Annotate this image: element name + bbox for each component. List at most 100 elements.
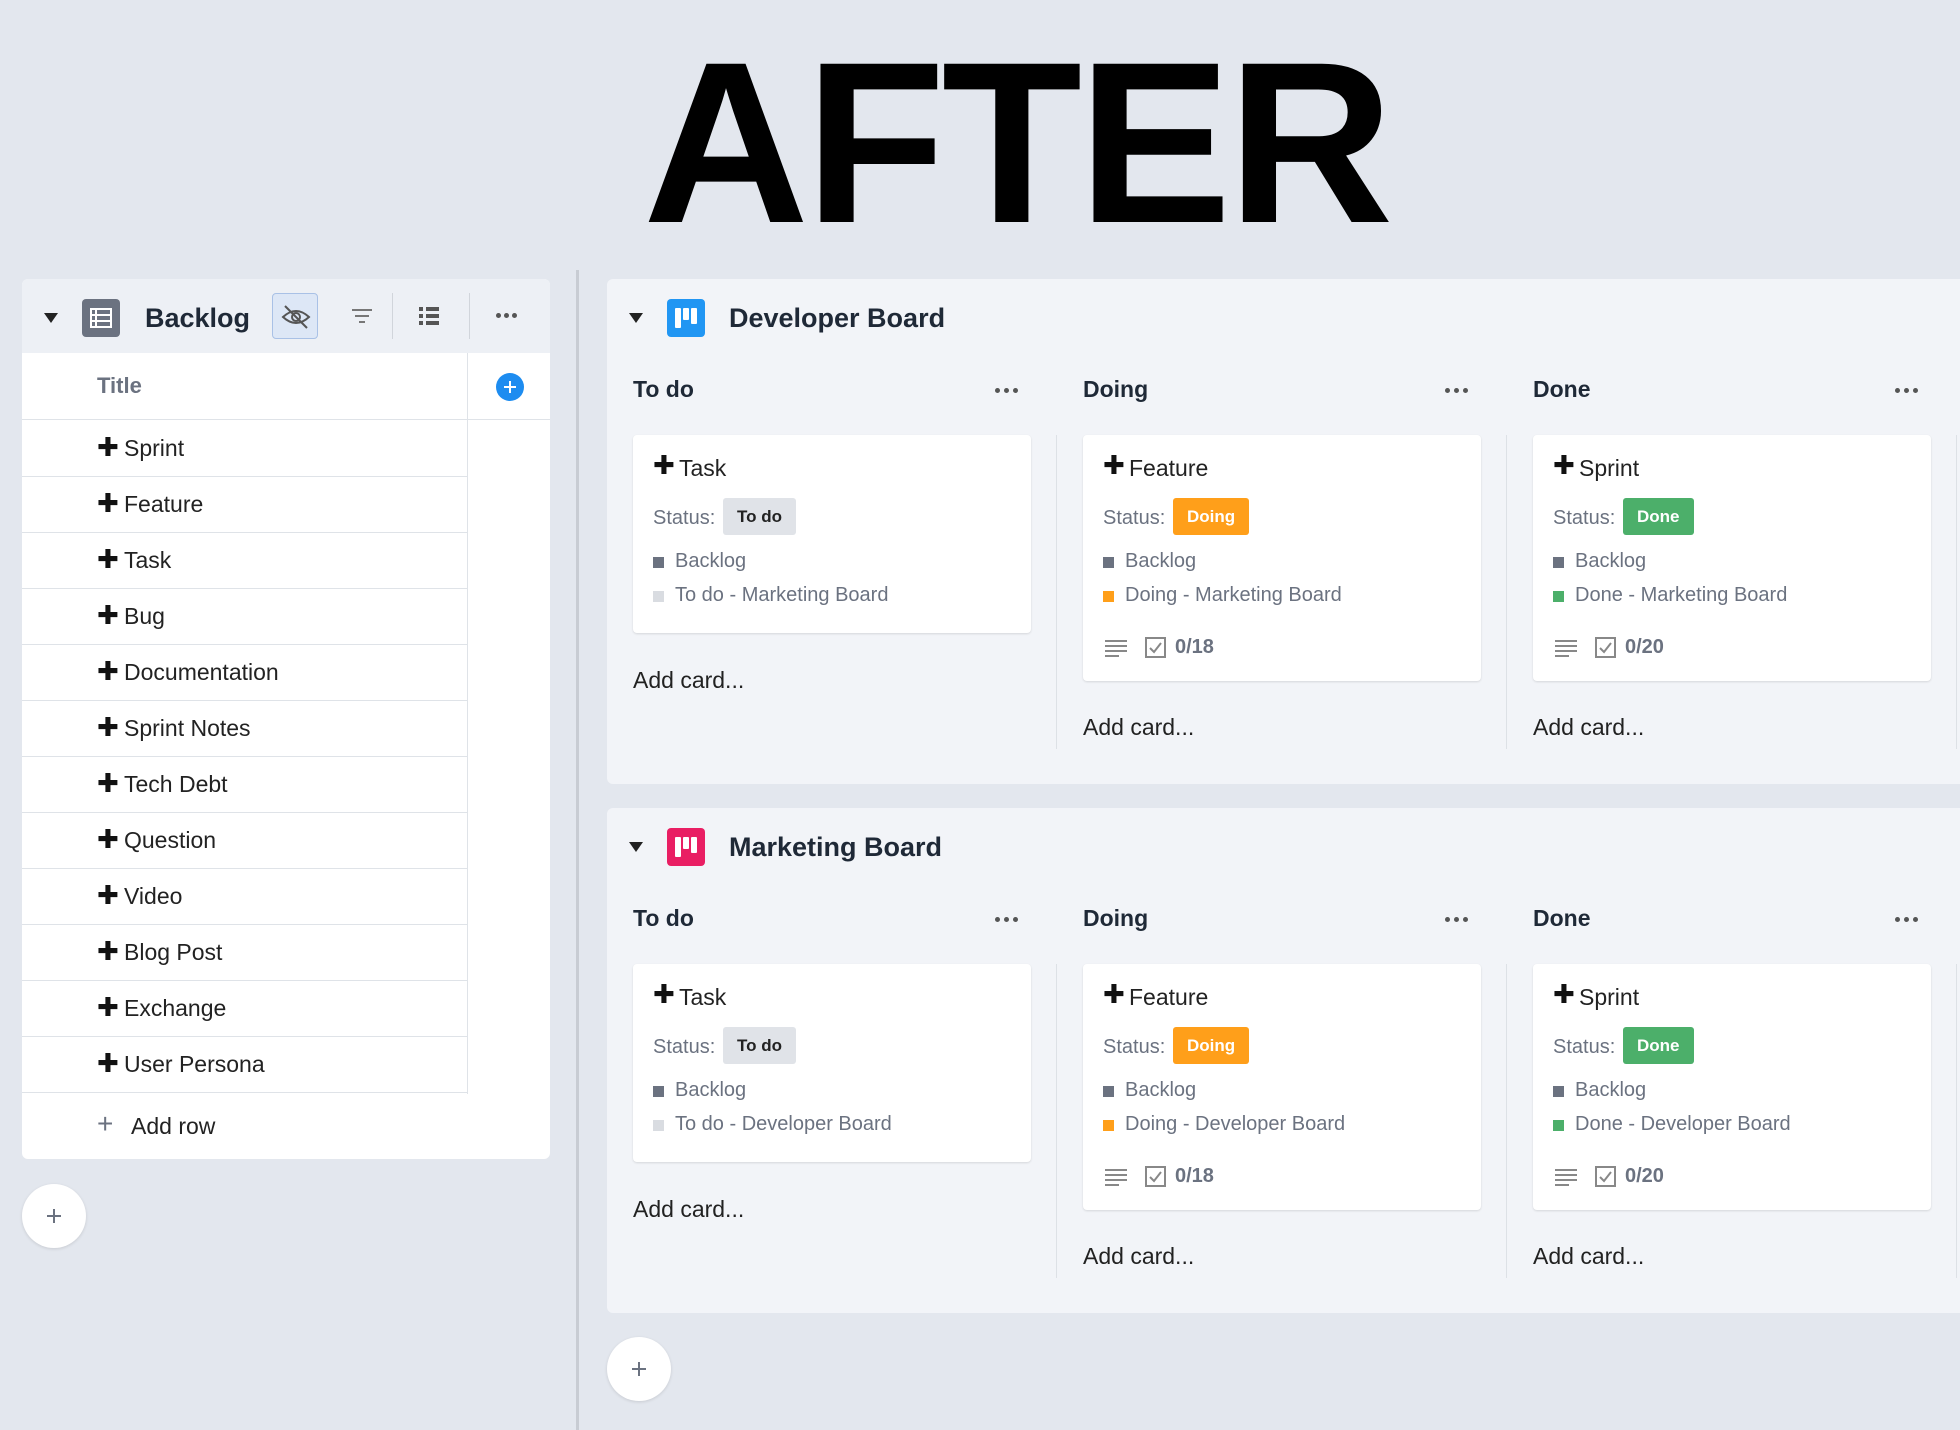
table-row[interactable]: ✚ User Persona xyxy=(22,1036,468,1093)
plus-icon: ✚ xyxy=(1553,450,1575,480)
row-title[interactable]: Task xyxy=(124,547,172,573)
plus-icon: ✚ xyxy=(97,488,119,518)
column-divider xyxy=(1506,964,1507,1278)
card-title: Feature xyxy=(1129,984,1209,1010)
backlog-header: Backlog xyxy=(22,279,550,353)
plus-icon: ✚ xyxy=(653,450,675,480)
plus-icon: ✚ xyxy=(97,1048,119,1078)
link-label: Doing - Marketing Board xyxy=(1125,584,1342,606)
status-badge[interactable]: Doing xyxy=(1173,1027,1250,1064)
column-title: Doing xyxy=(1083,376,1149,402)
link-label: Backlog xyxy=(675,1079,747,1101)
column-divider xyxy=(1956,435,1957,749)
card[interactable]: ✚ Sprint Status: Done Backlog Done - Mar… xyxy=(1533,435,1931,681)
description-lines-icon xyxy=(1105,1169,1127,1186)
status-label: Status: xyxy=(1553,1036,1616,1058)
row-title[interactable]: Sprint Notes xyxy=(124,715,251,741)
plus-icon: ✚ xyxy=(97,600,119,630)
add-card-button[interactable]: Add card... xyxy=(1083,714,1195,740)
link-label: To do - Marketing Board xyxy=(675,584,889,606)
link-label: Backlog xyxy=(1575,1079,1647,1101)
plus-icon: ✚ xyxy=(1103,979,1125,1009)
row-title[interactable]: Tech Debt xyxy=(124,771,228,797)
add-widget-button[interactable] xyxy=(22,1184,86,1248)
plus-icon: ✚ xyxy=(97,768,119,798)
status-label: Status: xyxy=(1553,507,1616,529)
column-title: Done xyxy=(1533,376,1591,402)
add-column-icon[interactable] xyxy=(496,373,524,401)
table-row[interactable]: ✚ Question xyxy=(22,812,468,869)
card[interactable]: ✚ Feature Status: Doing Backlog Doing - … xyxy=(1083,435,1481,681)
add-widget-button[interactable] xyxy=(607,1337,671,1401)
row-title[interactable]: User Persona xyxy=(124,1051,265,1077)
add-card-button[interactable]: Add card... xyxy=(633,1196,745,1222)
more-icon[interactable] xyxy=(484,293,530,339)
status-badge[interactable]: Done xyxy=(1623,1027,1694,1064)
more-icon[interactable] xyxy=(1445,915,1475,925)
backlog-title: Backlog xyxy=(145,303,251,333)
add-card-button[interactable]: Add card... xyxy=(1533,714,1645,740)
caret-down-icon[interactable] xyxy=(44,313,58,323)
table-row[interactable]: ✚ Documentation xyxy=(22,644,468,701)
table-row[interactable]: ✚ Video xyxy=(22,868,468,925)
card[interactable]: ✚ Task Status: To do Backlog To do - Dev… xyxy=(633,964,1031,1162)
link-label: To do - Developer Board xyxy=(675,1113,892,1135)
table-row[interactable]: ✚ Sprint xyxy=(22,420,468,477)
card[interactable]: ✚ Sprint Status: Done Backlog Done - Dev… xyxy=(1533,964,1931,1210)
board-title: Marketing Board xyxy=(729,832,943,862)
add-card-button[interactable]: Add card... xyxy=(1533,1243,1645,1269)
link-label: Backlog xyxy=(675,550,747,572)
plus-icon: ✚ xyxy=(97,824,119,854)
card[interactable]: ✚ Feature Status: Doing Backlog Doing - … xyxy=(1083,964,1481,1210)
row-title[interactable]: Bug xyxy=(124,603,165,629)
add-card-button[interactable]: Add card... xyxy=(1083,1243,1195,1269)
checklist-icon xyxy=(1145,1166,1166,1187)
column-title: To do xyxy=(633,376,694,402)
filter-icon[interactable] xyxy=(339,293,385,339)
status-label: Status: xyxy=(653,1036,716,1058)
checklist-count: 0/18 xyxy=(1175,636,1214,658)
toolbar-divider xyxy=(469,293,470,339)
row-title[interactable]: Question xyxy=(124,827,217,853)
status-badge[interactable]: Doing xyxy=(1173,498,1250,535)
title-column-header[interactable]: Title xyxy=(97,373,142,398)
hide-eye-icon[interactable] xyxy=(272,293,318,339)
column-divider xyxy=(1956,964,1957,1278)
table-row[interactable]: ✚ Blog Post xyxy=(22,924,468,981)
row-title[interactable]: Documentation xyxy=(124,659,279,685)
add-card-button[interactable]: Add card... xyxy=(633,667,745,693)
table-row[interactable]: ✚ Bug xyxy=(22,588,468,645)
table-row[interactable]: ✚ Task xyxy=(22,532,468,589)
description-lines-icon xyxy=(1555,1169,1577,1186)
board-icon xyxy=(667,299,705,337)
link-label: Backlog xyxy=(1575,550,1647,572)
table-row[interactable]: ✚ Feature xyxy=(22,476,468,533)
row-title[interactable]: Video xyxy=(124,883,183,909)
more-icon[interactable] xyxy=(995,386,1025,396)
card-meta: 0/20 xyxy=(1553,1164,1753,1190)
row-title[interactable]: Blog Post xyxy=(124,939,223,965)
table-row[interactable]: ✚ Tech Debt xyxy=(22,756,468,813)
caret-down-icon[interactable] xyxy=(629,313,643,323)
card-title: Feature xyxy=(1129,455,1209,481)
link-label: Done - Developer Board xyxy=(1575,1113,1791,1135)
row-title[interactable]: Sprint xyxy=(124,435,185,461)
add-row-button[interactable]: + Add row xyxy=(22,1094,550,1159)
status-badge[interactable]: To do xyxy=(723,498,796,535)
more-icon[interactable] xyxy=(1895,386,1925,396)
row-title[interactable]: Feature xyxy=(124,491,204,517)
board-title: Developer Board xyxy=(729,303,946,333)
card[interactable]: ✚ Task Status: To do Backlog To do - Mar… xyxy=(633,435,1031,633)
status-badge[interactable]: To do xyxy=(723,1027,796,1064)
list-view-icon[interactable] xyxy=(406,293,452,339)
more-icon[interactable] xyxy=(1445,386,1475,396)
caret-down-icon[interactable] xyxy=(629,842,643,852)
table-row[interactable]: ✚ Exchange xyxy=(22,980,468,1037)
more-icon[interactable] xyxy=(995,915,1025,925)
more-icon[interactable] xyxy=(1895,915,1925,925)
status-badge[interactable]: Done xyxy=(1623,498,1694,535)
row-title[interactable]: Exchange xyxy=(124,995,227,1021)
description-lines-icon xyxy=(1555,640,1577,657)
table-row[interactable]: ✚ Sprint Notes xyxy=(22,700,468,757)
column-divider xyxy=(576,270,579,1430)
